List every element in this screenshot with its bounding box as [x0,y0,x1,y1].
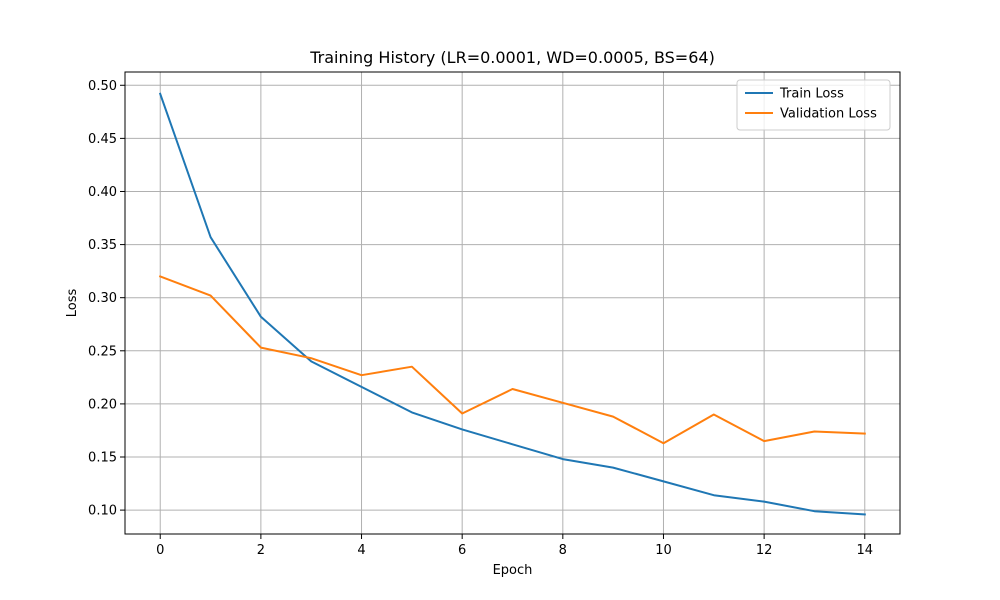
x-tick-label: 8 [559,543,567,558]
y-axis-label: Loss [65,289,80,318]
legend-label: Train Loss [779,87,844,102]
series-line-validation-loss [158,275,866,445]
ticks-layer: 0 2 4 6 8 10 12 14 0.10 0.15 0.20 0.25 0.30 0.35 0.40 0… [88,79,873,558]
plot-frame [124,71,901,535]
x-tick-label: 0 [156,543,164,558]
x-tick-label: 10 [655,543,672,558]
x-tick-label: 2 [257,543,265,558]
x-tick-label: 14 [856,543,873,558]
y-tick-label: 0.30 [88,291,117,306]
x-tick-label: 4 [357,543,365,558]
y-tick-label: 0.20 [88,397,117,412]
x-tick-label: 12 [756,543,773,558]
y-tick-label: 0.10 [88,504,117,519]
y-tick-label: 0.25 [88,344,117,359]
chart-title: Training History (LR=0.0001, WD=0.0005, … [309,48,715,67]
legend-box [736,79,891,131]
y-tick-label: 0.15 [88,451,117,466]
y-tick-label: 0.40 [88,185,117,200]
legend-label: Validation Loss [780,107,877,122]
x-axis-label: Epoch [493,563,533,578]
series-layer [158,92,866,516]
legend: Train Loss Validation Loss [736,79,891,131]
grid-layer [125,72,900,534]
y-tick-label: 0.45 [88,132,117,147]
y-tick-label: 0.50 [88,79,117,94]
y-tick-label: 0.35 [88,238,117,253]
series-line-train-loss [158,92,866,516]
x-tick-label: 6 [458,543,466,558]
